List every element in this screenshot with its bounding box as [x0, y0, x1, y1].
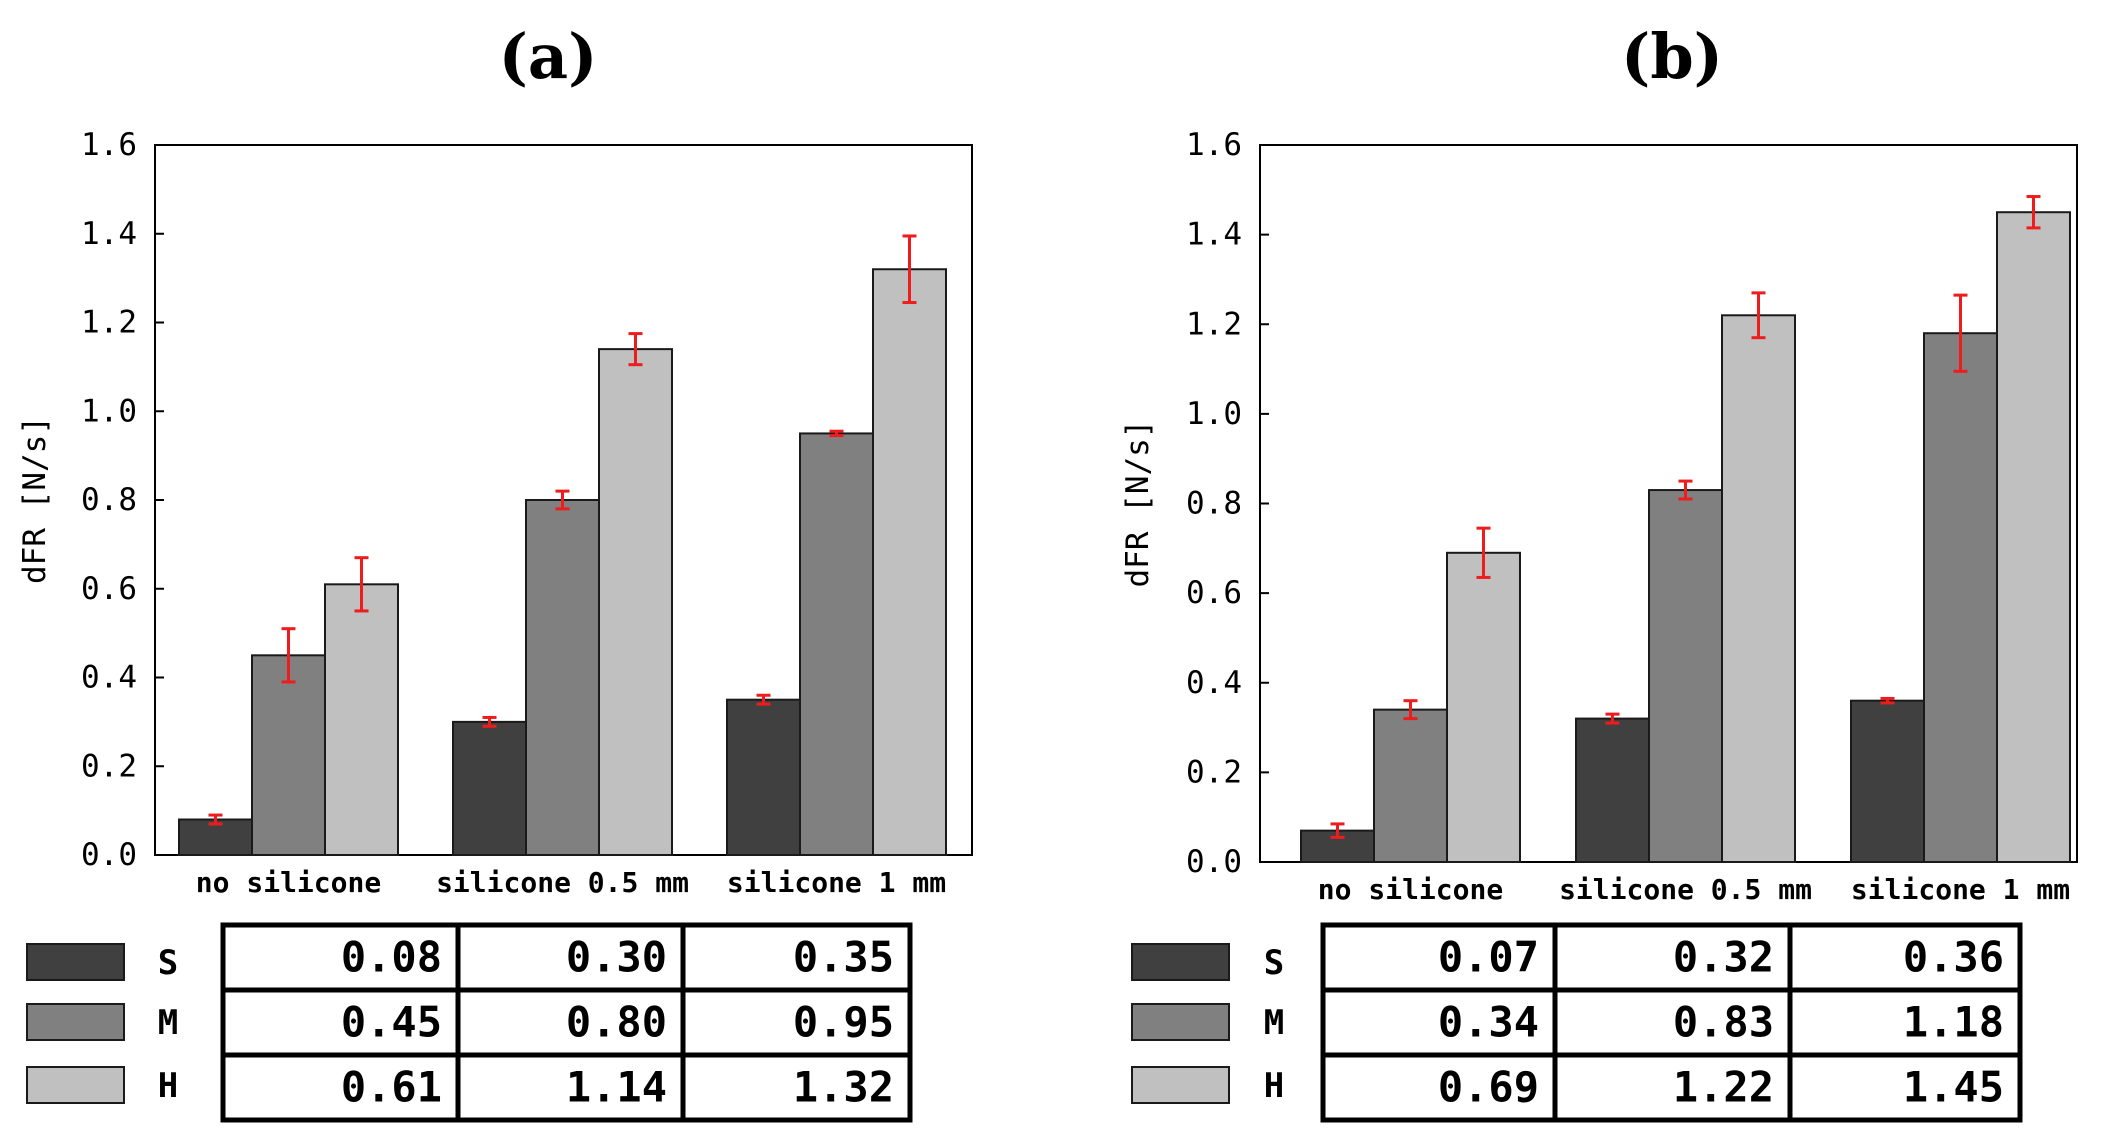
bar-S-2	[452, 720, 527, 856]
y-tick-label: 0.6	[81, 571, 137, 607]
table-cell: 0.61	[341, 1063, 442, 1112]
chart-panel-b: (b) 0.0 0.2 0.4 0.6 0.8 1.0 1.2 1.4 1.6 dFR [N/s] n…	[1120, 20, 2078, 1123]
table-cell: 0.07	[1438, 933, 1539, 982]
category-label: no silicone	[1318, 873, 1503, 906]
table-cell: 1.18	[1903, 998, 2004, 1047]
table-cell: 1.22	[1673, 1063, 1774, 1112]
bar-M-2	[1648, 489, 1723, 863]
table-cell: 0.08	[341, 933, 442, 982]
table-cell: 0.30	[566, 933, 667, 982]
table-cell: 0.45	[341, 998, 442, 1047]
legend-label-H: H	[1264, 1066, 1284, 1106]
bar-M-3	[799, 432, 874, 856]
y-tick-label: 0.8	[81, 482, 137, 518]
y-tick-label: 1.0	[81, 393, 137, 429]
chart-panel-a: (a) 0.0 0.2 0.4 0.6 0.8 1.0 1.2 1.4 1.6 dFR [N/s] n…	[17, 20, 973, 1123]
legend-swatch-H	[1131, 1066, 1230, 1104]
table-cell: 1.32	[793, 1063, 894, 1112]
bar-H-3	[1996, 211, 2071, 863]
y-tick-label: 0.0	[1186, 844, 1242, 880]
bar-M-1	[251, 654, 326, 856]
table-cell: 0.80	[566, 998, 667, 1047]
legend-label-S: S	[158, 943, 178, 983]
legend-swatch-M	[1131, 1003, 1230, 1041]
bar-H-2	[598, 348, 673, 856]
y-tick-label: 1.6	[1186, 127, 1242, 163]
bar-H-3	[872, 268, 947, 856]
y-tick-label: 0.8	[1186, 486, 1242, 522]
bar-M-3	[1923, 332, 1998, 863]
y-tick-label: 0.4	[81, 660, 137, 696]
bar-M-1	[1373, 708, 1448, 864]
y-axis-label: dFR [N/s]	[1120, 420, 1156, 588]
y-tick-label: 1.4	[81, 216, 137, 252]
category-label: silicone 0.5 mm	[436, 866, 689, 899]
chart-title: (a)	[499, 20, 598, 93]
value-table	[1320, 922, 2023, 1123]
table-cell: 0.83	[1673, 998, 1774, 1047]
bar-M-2	[525, 499, 600, 856]
bar-H-1	[1446, 551, 1521, 863]
table-cell: 0.35	[793, 933, 894, 982]
legend-label-H: H	[158, 1066, 178, 1106]
table-cell: 0.36	[1903, 933, 2004, 982]
y-axis-label: dFR [N/s]	[17, 416, 53, 584]
y-tick-label: 0.2	[1186, 754, 1242, 790]
legend-swatch-S	[26, 943, 125, 981]
table-cell: 1.45	[1903, 1063, 2004, 1112]
table-cell: 0.95	[793, 998, 894, 1047]
bar-S-3	[1850, 699, 1925, 863]
table-cell: 0.34	[1438, 998, 1539, 1047]
legend-label-S: S	[1264, 943, 1284, 983]
category-label: silicone 1 mm	[727, 866, 946, 899]
bar-S-2	[1575, 717, 1650, 863]
legend-label-M: M	[158, 1003, 178, 1043]
y-tick-label: 1.6	[81, 127, 137, 163]
chart-title: (b)	[1621, 20, 1723, 93]
table-cell: 0.32	[1673, 933, 1774, 982]
table-cell: 1.14	[566, 1063, 667, 1112]
legend-label-M: M	[1264, 1003, 1284, 1043]
category-label: silicone 1 mm	[1851, 873, 2070, 906]
y-tick-label: 1.4	[1186, 217, 1242, 253]
bar-H-2	[1721, 314, 1796, 864]
y-tick-label: 0.0	[81, 837, 137, 873]
y-tick-label: 0.6	[1186, 575, 1242, 611]
legend-swatch-S	[1131, 943, 1230, 981]
bar-H-1	[324, 583, 399, 856]
y-tick-label: 1.0	[1186, 396, 1242, 432]
y-tick-label: 0.2	[81, 748, 137, 784]
y-tick-label: 0.4	[1186, 665, 1242, 701]
legend-swatch-H	[26, 1066, 125, 1104]
table-cell: 0.69	[1438, 1063, 1539, 1112]
category-label: silicone 0.5 mm	[1559, 873, 1812, 906]
bar-S-3	[726, 698, 801, 856]
value-table	[220, 922, 913, 1123]
y-tick-label: 1.2	[81, 305, 137, 341]
category-label: no silicone	[196, 866, 381, 899]
y-tick-label: 1.2	[1186, 306, 1242, 342]
legend-swatch-M	[26, 1003, 125, 1041]
